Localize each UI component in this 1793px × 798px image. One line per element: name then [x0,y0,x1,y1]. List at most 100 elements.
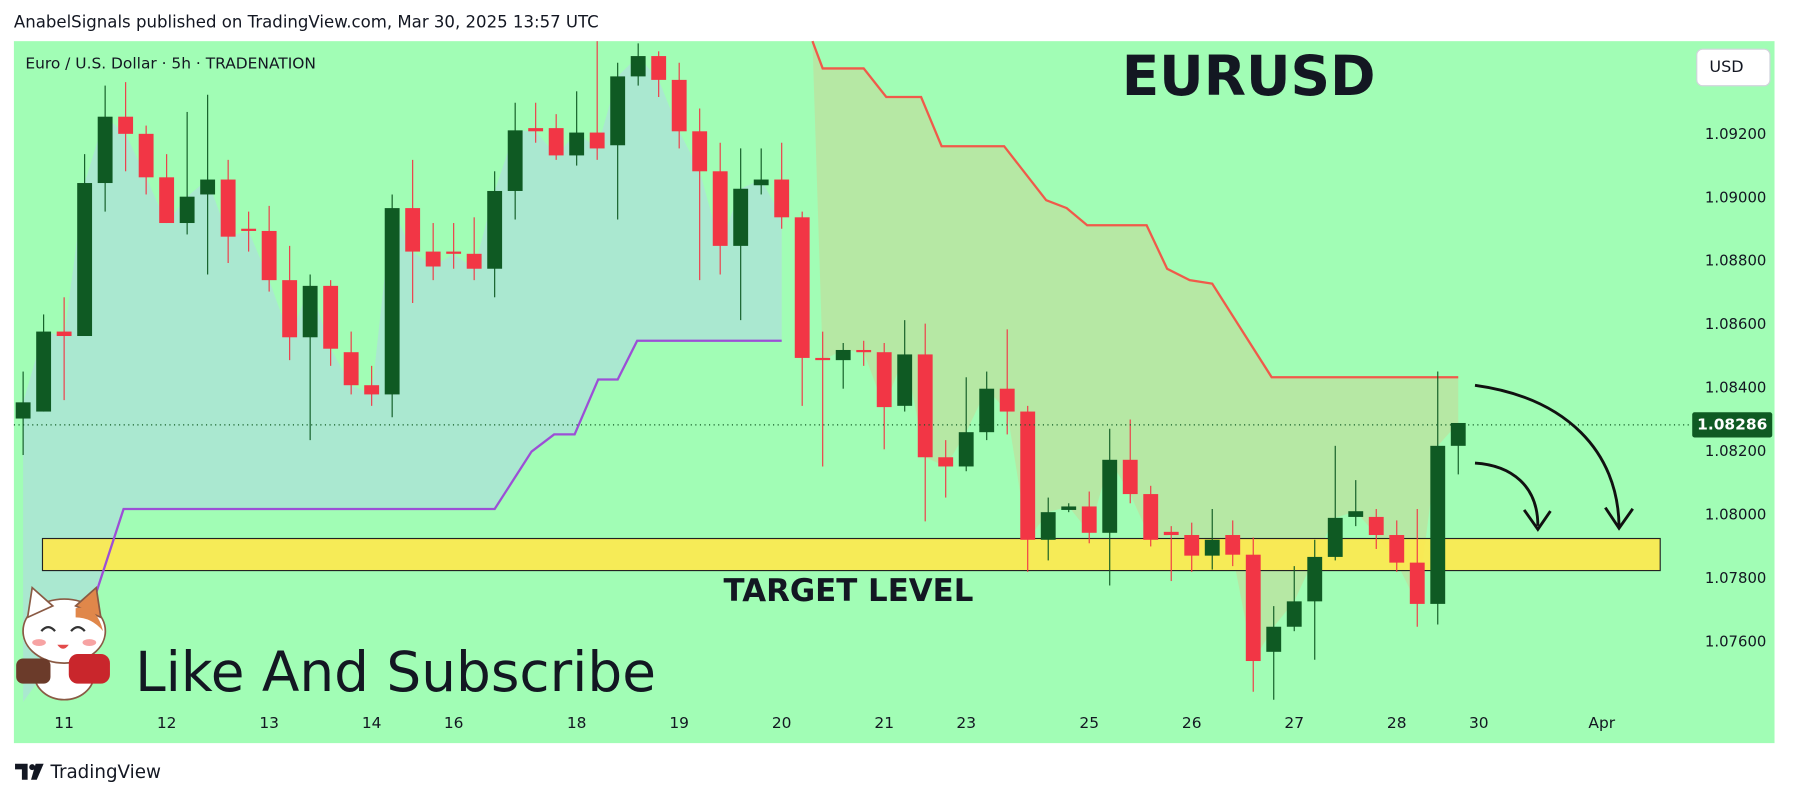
candle-body [302,285,318,338]
mascot [16,585,110,701]
candle-body [425,251,441,267]
candle-body [733,188,749,246]
brand-logo [15,763,44,780]
candle-body [1245,554,1261,662]
y-tick-label: 1.08000 [1705,506,1766,524]
candle-body [323,285,339,349]
candle-body [1266,626,1282,652]
candle-body [651,56,667,80]
candle-body [1368,516,1384,536]
candle-body [917,354,933,458]
x-tick-label: 11 [54,714,74,732]
candle-body [1081,506,1097,533]
candle-body [1307,556,1323,602]
candle-body [548,128,564,156]
x-tick-label: 20 [772,714,792,732]
candle-body [610,76,626,146]
x-tick-label: 13 [259,714,279,732]
candle-body [200,179,216,195]
candle-body [56,331,72,337]
y-tick-label: 1.08600 [1705,315,1766,333]
candle-body [97,116,113,184]
arrowhead [1604,506,1634,531]
x-tick-label: 14 [362,714,382,732]
candle-body [220,179,236,237]
candle-body [77,183,93,337]
y-tick-label: 1.07800 [1705,569,1766,587]
candle-body [938,457,954,467]
x-tick-label: 28 [1387,714,1407,732]
x-tick-label: 16 [444,714,464,732]
x-tick-label: 23 [956,714,976,732]
candle-body [1143,494,1159,540]
candle-body [815,357,831,361]
candle-body [569,132,585,156]
y-tick-label: 1.07600 [1705,633,1766,651]
candle-body [856,349,872,353]
candle-body [487,190,503,269]
candle-body [1122,459,1138,495]
candle-body [118,116,134,134]
candle-body [1409,562,1425,604]
candle-body [630,56,646,77]
candle-body [343,352,359,386]
cloud-fill [812,41,1459,662]
x-tick-label: Apr [1588,714,1615,732]
indicator-line [811,40,1459,379]
currency-button[interactable] [1696,48,1771,87]
last-price-box [1692,412,1773,438]
indicator-layer [90,40,1459,607]
cloud-fill [23,56,782,702]
candle-body [1450,422,1466,446]
candle-body [1163,531,1179,536]
chart-title: EURUSD [1122,44,1376,108]
candle-body [774,179,790,218]
candle-body [241,228,257,231]
candle-body [36,331,52,412]
candle-body [15,402,31,419]
candle-body [528,128,544,132]
candle-body [1204,539,1220,556]
candle-body [1184,535,1200,556]
candle-body [794,217,810,358]
candle-body [671,79,687,132]
candles-layer [15,41,1466,700]
y-tick-label: 1.08400 [1705,379,1766,397]
candle-body [979,388,995,433]
candle-body [282,280,298,338]
candle-body [999,388,1015,412]
x-tick-label: 25 [1079,714,1099,732]
x-tick-label: 19 [669,714,689,732]
arrow [1474,383,1621,526]
cloud-layer [23,41,1459,702]
x-tick-label: 26 [1182,714,1202,732]
y-tick-label: 1.08800 [1705,252,1766,270]
arrowhead [1522,509,1552,532]
symbol-info: Euro / U.S. Dollar · 5h · TRADENATION [25,55,316,73]
candle-body [446,251,462,254]
candle-body [159,177,175,224]
candle-body [1102,459,1118,533]
y-tick-label: 1.09000 [1705,188,1766,206]
candle-body [1020,411,1036,540]
candle-body [138,133,154,178]
brand-name: TradingView [49,762,161,783]
x-tick-label: 30 [1469,714,1489,732]
candle-body [876,352,892,408]
currency-label: USD [1709,57,1743,76]
candle-body [589,132,605,149]
x-tick-label: 27 [1284,714,1304,732]
candle-body [364,385,380,395]
y-tick-label: 1.08200 [1705,442,1766,460]
candle-body [466,253,482,269]
x-tick-label: 18 [567,714,587,732]
candle-body [1389,535,1405,563]
arrow [1474,461,1540,526]
candle-body [384,208,400,395]
annotation: Like And Subscribe [135,640,656,704]
candle-body [692,131,708,172]
candle-body [405,208,421,252]
candle-body [1286,601,1302,627]
